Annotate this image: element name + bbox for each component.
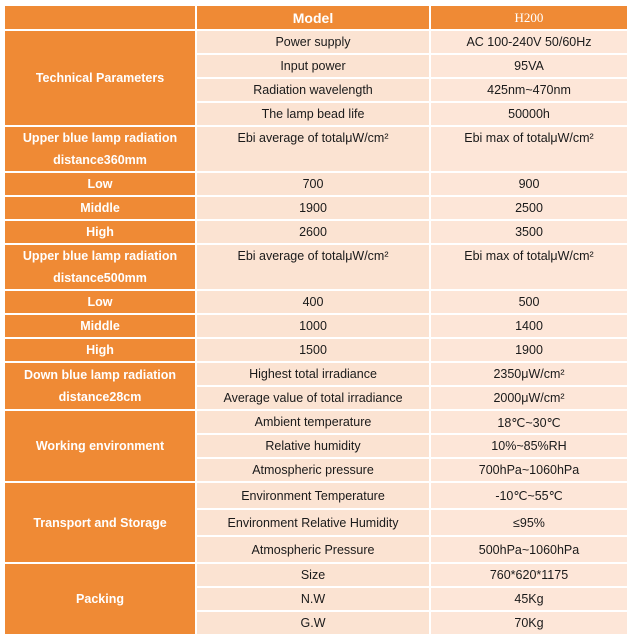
table-row: Upper blue lamp radiation distance360mm … bbox=[5, 127, 627, 171]
max-value: 3500 bbox=[431, 221, 627, 243]
col-avg-header: Ebi average of totalμW/cm² bbox=[197, 127, 429, 171]
param-value: 95VA bbox=[431, 55, 627, 77]
param-label: Highest total irradiance bbox=[197, 363, 429, 385]
table-row: Upper blue lamp radiation distance500mm … bbox=[5, 245, 627, 289]
max-value: 1400 bbox=[431, 315, 627, 337]
header-row: Model H200 bbox=[5, 6, 627, 29]
spec-table: Model H200 Technical Parameters Power su… bbox=[3, 4, 629, 636]
table-row: Low 700 900 bbox=[5, 173, 627, 195]
param-value: 70Kg bbox=[431, 612, 627, 634]
table-row: High 2600 3500 bbox=[5, 221, 627, 243]
col-avg-header: Ebi average of totalμW/cm² bbox=[197, 245, 429, 289]
param-label: Atmospheric Pressure bbox=[197, 537, 429, 562]
param-label: Environment Relative Humidity bbox=[197, 510, 429, 535]
param-value: 2350μW/cm² bbox=[431, 363, 627, 385]
avg-value: 1900 bbox=[197, 197, 429, 219]
avg-value: 400 bbox=[197, 291, 429, 313]
avg-value: 700 bbox=[197, 173, 429, 195]
max-value: 1900 bbox=[431, 339, 627, 361]
level-label: High bbox=[5, 339, 195, 361]
param-value: 700hPa~1060hPa bbox=[431, 459, 627, 481]
param-label: Input power bbox=[197, 55, 429, 77]
table-row: Radiation wavelength 425nm~470nm bbox=[5, 79, 627, 101]
level-label: Middle bbox=[5, 197, 195, 219]
table-row: Environment Relative Humidity ≤95% bbox=[5, 510, 627, 535]
table-row: Relative humidity 10%~85%RH bbox=[5, 435, 627, 457]
level-label: High bbox=[5, 221, 195, 243]
table-row: N.W 45Kg bbox=[5, 588, 627, 610]
param-value: ≤95% bbox=[431, 510, 627, 535]
section-technical-title: Technical Parameters bbox=[5, 31, 195, 125]
param-label: Relative humidity bbox=[197, 435, 429, 457]
param-value: 500hPa~1060hPa bbox=[431, 537, 627, 562]
table-row: Input power 95VA bbox=[5, 55, 627, 77]
avg-value: 1500 bbox=[197, 339, 429, 361]
param-value: -10℃~55℃ bbox=[431, 483, 627, 508]
level-label: Low bbox=[5, 173, 195, 195]
table-row: Down blue lamp radiation distance28cm Hi… bbox=[5, 363, 627, 409]
param-label: Atmospheric pressure bbox=[197, 459, 429, 481]
section-packing-title: Packing bbox=[5, 564, 195, 634]
param-value: 10%~85%RH bbox=[431, 435, 627, 457]
table-row: Middle 1900 2500 bbox=[5, 197, 627, 219]
table-row: Technical Parameters Power supply AC 100… bbox=[5, 31, 627, 125]
param-label: Environment Temperature bbox=[197, 483, 429, 508]
section-working-title: Working environment bbox=[5, 411, 195, 481]
param-value: AC 100-240V 50/60Hz bbox=[431, 31, 627, 53]
section-transport-title: Transport and Storage bbox=[5, 483, 195, 562]
table-row: Average value of total irradiance 2000μW… bbox=[5, 387, 627, 409]
col-max-header: Ebi max of totalμW/cm² bbox=[431, 127, 627, 171]
table-row: Working environment Ambient temperature … bbox=[5, 411, 627, 481]
table-row: Packing Size 760*620*1175 bbox=[5, 564, 627, 634]
table-row: The lamp bead life 50000h bbox=[5, 103, 627, 125]
table-row: High 1500 1900 bbox=[5, 339, 627, 361]
param-label: G.W bbox=[197, 612, 429, 634]
param-value: 18℃~30℃ bbox=[431, 411, 627, 433]
level-label: Middle bbox=[5, 315, 195, 337]
section-upper500-title: Upper blue lamp radiation distance500mm bbox=[5, 245, 195, 289]
table-row: Atmospheric Pressure 500hPa~1060hPa bbox=[5, 537, 627, 562]
table-row: G.W 70Kg bbox=[5, 612, 627, 634]
param-label: Average value of total irradiance bbox=[197, 387, 429, 409]
avg-value: 2600 bbox=[197, 221, 429, 243]
param-label: The lamp bead life bbox=[197, 103, 429, 125]
model-label bbox=[5, 6, 195, 29]
model-header: Model bbox=[197, 6, 429, 29]
model-value: H200 bbox=[431, 6, 627, 29]
param-label: Size bbox=[197, 564, 429, 586]
param-value: 50000h bbox=[431, 103, 627, 125]
section-down-title: Down blue lamp radiation distance28cm bbox=[5, 363, 195, 409]
max-value: 2500 bbox=[431, 197, 627, 219]
table-row: Low 400 500 bbox=[5, 291, 627, 313]
table-row: Atmospheric pressure 700hPa~1060hPa bbox=[5, 459, 627, 481]
param-label: Ambient temperature bbox=[197, 411, 429, 433]
max-value: 500 bbox=[431, 291, 627, 313]
avg-value: 1000 bbox=[197, 315, 429, 337]
param-value: 425nm~470nm bbox=[431, 79, 627, 101]
param-label: Power supply bbox=[197, 31, 429, 53]
table-row: Middle 1000 1400 bbox=[5, 315, 627, 337]
param-value: 760*620*1175 bbox=[431, 564, 627, 586]
param-label: N.W bbox=[197, 588, 429, 610]
col-max-header: Ebi max of totalμW/cm² bbox=[431, 245, 627, 289]
section-upper360-title: Upper blue lamp radiation distance360mm bbox=[5, 127, 195, 171]
param-value: 45Kg bbox=[431, 588, 627, 610]
table-row: Transport and Storage Environment Temper… bbox=[5, 483, 627, 562]
level-label: Low bbox=[5, 291, 195, 313]
param-label: Radiation wavelength bbox=[197, 79, 429, 101]
param-value: 2000μW/cm² bbox=[431, 387, 627, 409]
max-value: 900 bbox=[431, 173, 627, 195]
